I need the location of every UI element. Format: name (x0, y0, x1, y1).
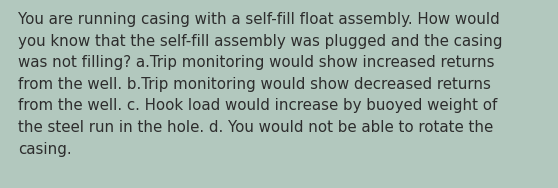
Text: You are running casing with a self-fill float assembly. How would
you know that : You are running casing with a self-fill … (18, 12, 503, 157)
